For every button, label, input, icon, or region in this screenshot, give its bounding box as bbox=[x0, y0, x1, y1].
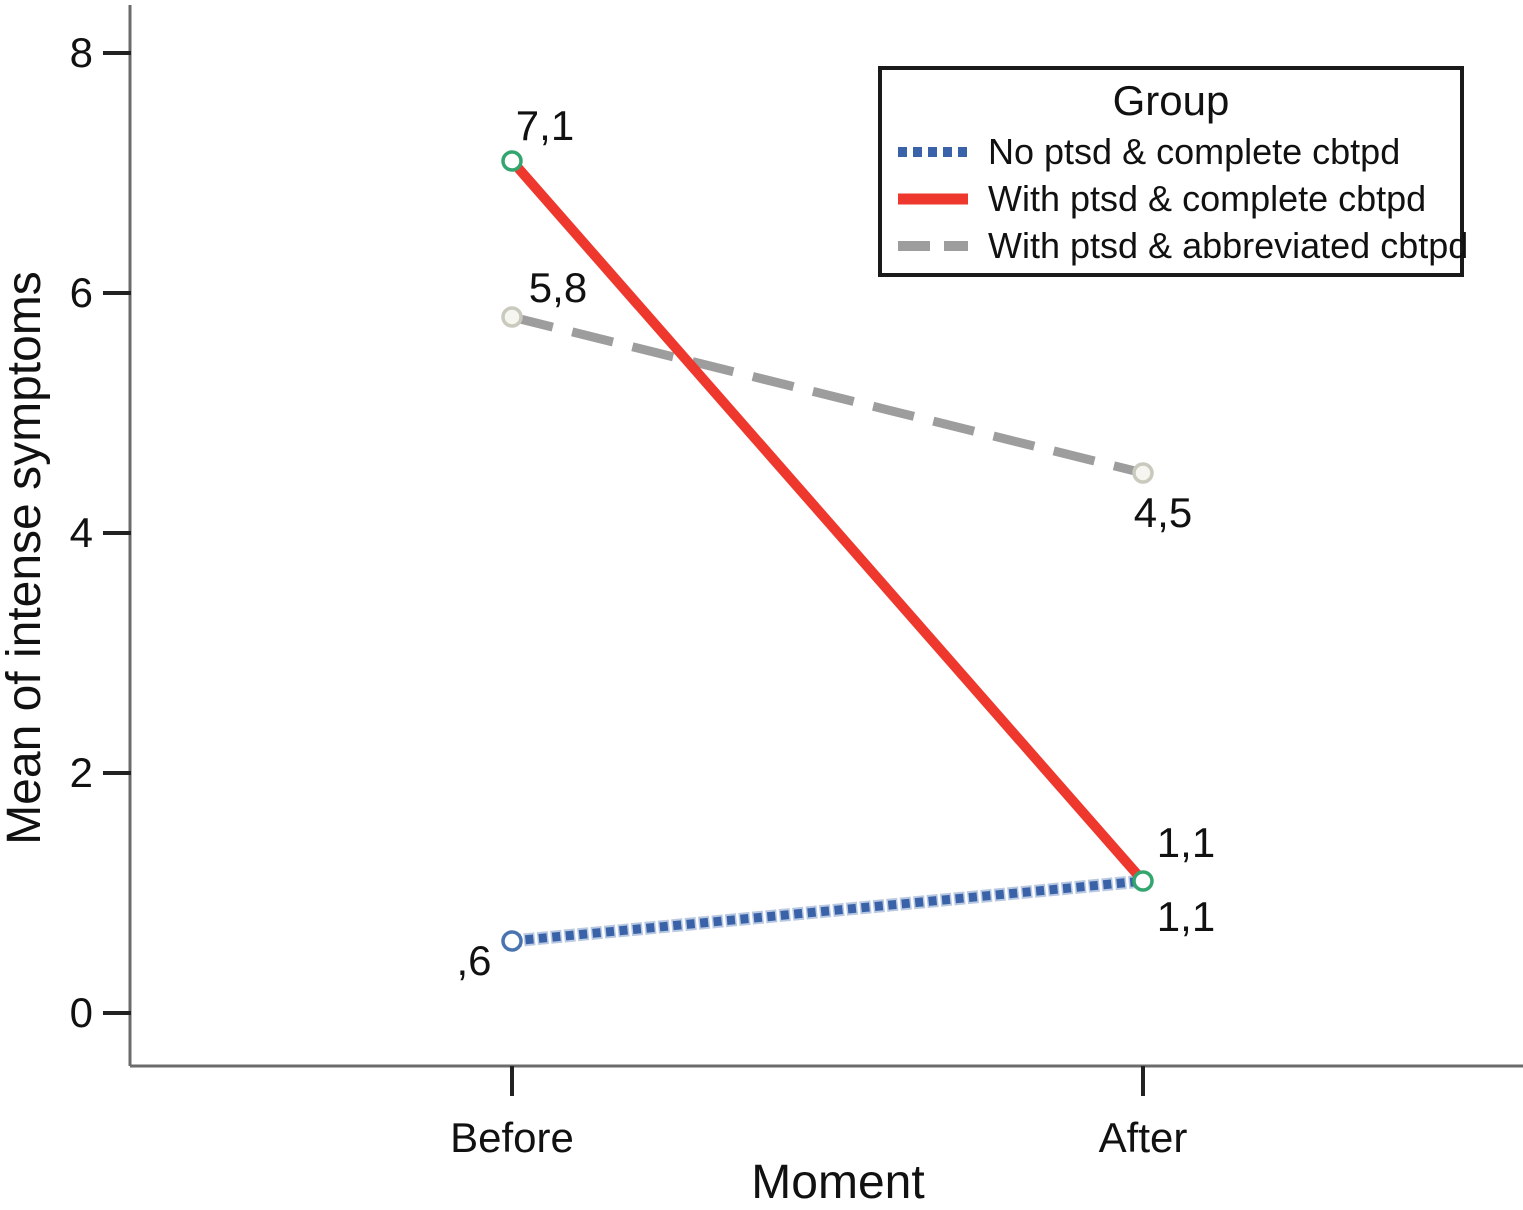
y-tick-label: 2 bbox=[70, 749, 93, 796]
data-point-marker bbox=[501, 150, 523, 172]
series-layer: ,6 1,1 7,1 1,1 5,8 4,5 bbox=[456, 102, 1215, 984]
legend-item: With ptsd & abbreviated cbtpd bbox=[898, 225, 1468, 266]
data-label: 5,8 bbox=[529, 264, 587, 311]
data-point-marker bbox=[1132, 870, 1154, 892]
data-label: 1,1 bbox=[1157, 819, 1215, 866]
y-tick-label: 0 bbox=[70, 989, 93, 1036]
legend-box bbox=[878, 66, 1464, 277]
x-axis-title: Moment bbox=[751, 1156, 924, 1209]
legend-title: Group bbox=[1113, 77, 1230, 124]
legend-item-label: With ptsd & abbreviated cbtpd bbox=[988, 225, 1468, 266]
data-label: 1,1 bbox=[1157, 893, 1215, 940]
x-axis-ticks bbox=[510, 1066, 1145, 1096]
x-tick-label-before: Before bbox=[450, 1114, 574, 1161]
series-line-solid bbox=[508, 157, 1147, 885]
x-tick-label-after: After bbox=[1099, 1114, 1188, 1161]
y-tick-label: 4 bbox=[70, 509, 93, 556]
legend-item: No ptsd & complete cbtpd bbox=[898, 131, 1400, 172]
legend-item-label: No ptsd & complete cbtpd bbox=[988, 131, 1400, 172]
legend-item: With ptsd & complete cbtpd bbox=[898, 178, 1426, 219]
legend: Group No ptsd & complete cbtpd With ptsd… bbox=[878, 66, 1468, 277]
y-axis-title: Mean of intense symptoms bbox=[0, 271, 51, 845]
y-tick-label: 6 bbox=[70, 269, 93, 316]
data-point-marker bbox=[1132, 462, 1154, 484]
series-line-dotted bbox=[511, 876, 1144, 946]
legend-item-label: With ptsd & complete cbtpd bbox=[988, 178, 1426, 219]
series-line-dashed bbox=[510, 312, 1145, 478]
data-label: 7,1 bbox=[516, 102, 574, 149]
data-point-marker bbox=[501, 930, 523, 952]
data-label: ,6 bbox=[456, 937, 491, 984]
y-axis-ticks bbox=[103, 51, 131, 1015]
data-label: 4,5 bbox=[1134, 489, 1192, 536]
data-point-marker bbox=[501, 306, 523, 328]
y-tick-label: 8 bbox=[70, 29, 93, 76]
